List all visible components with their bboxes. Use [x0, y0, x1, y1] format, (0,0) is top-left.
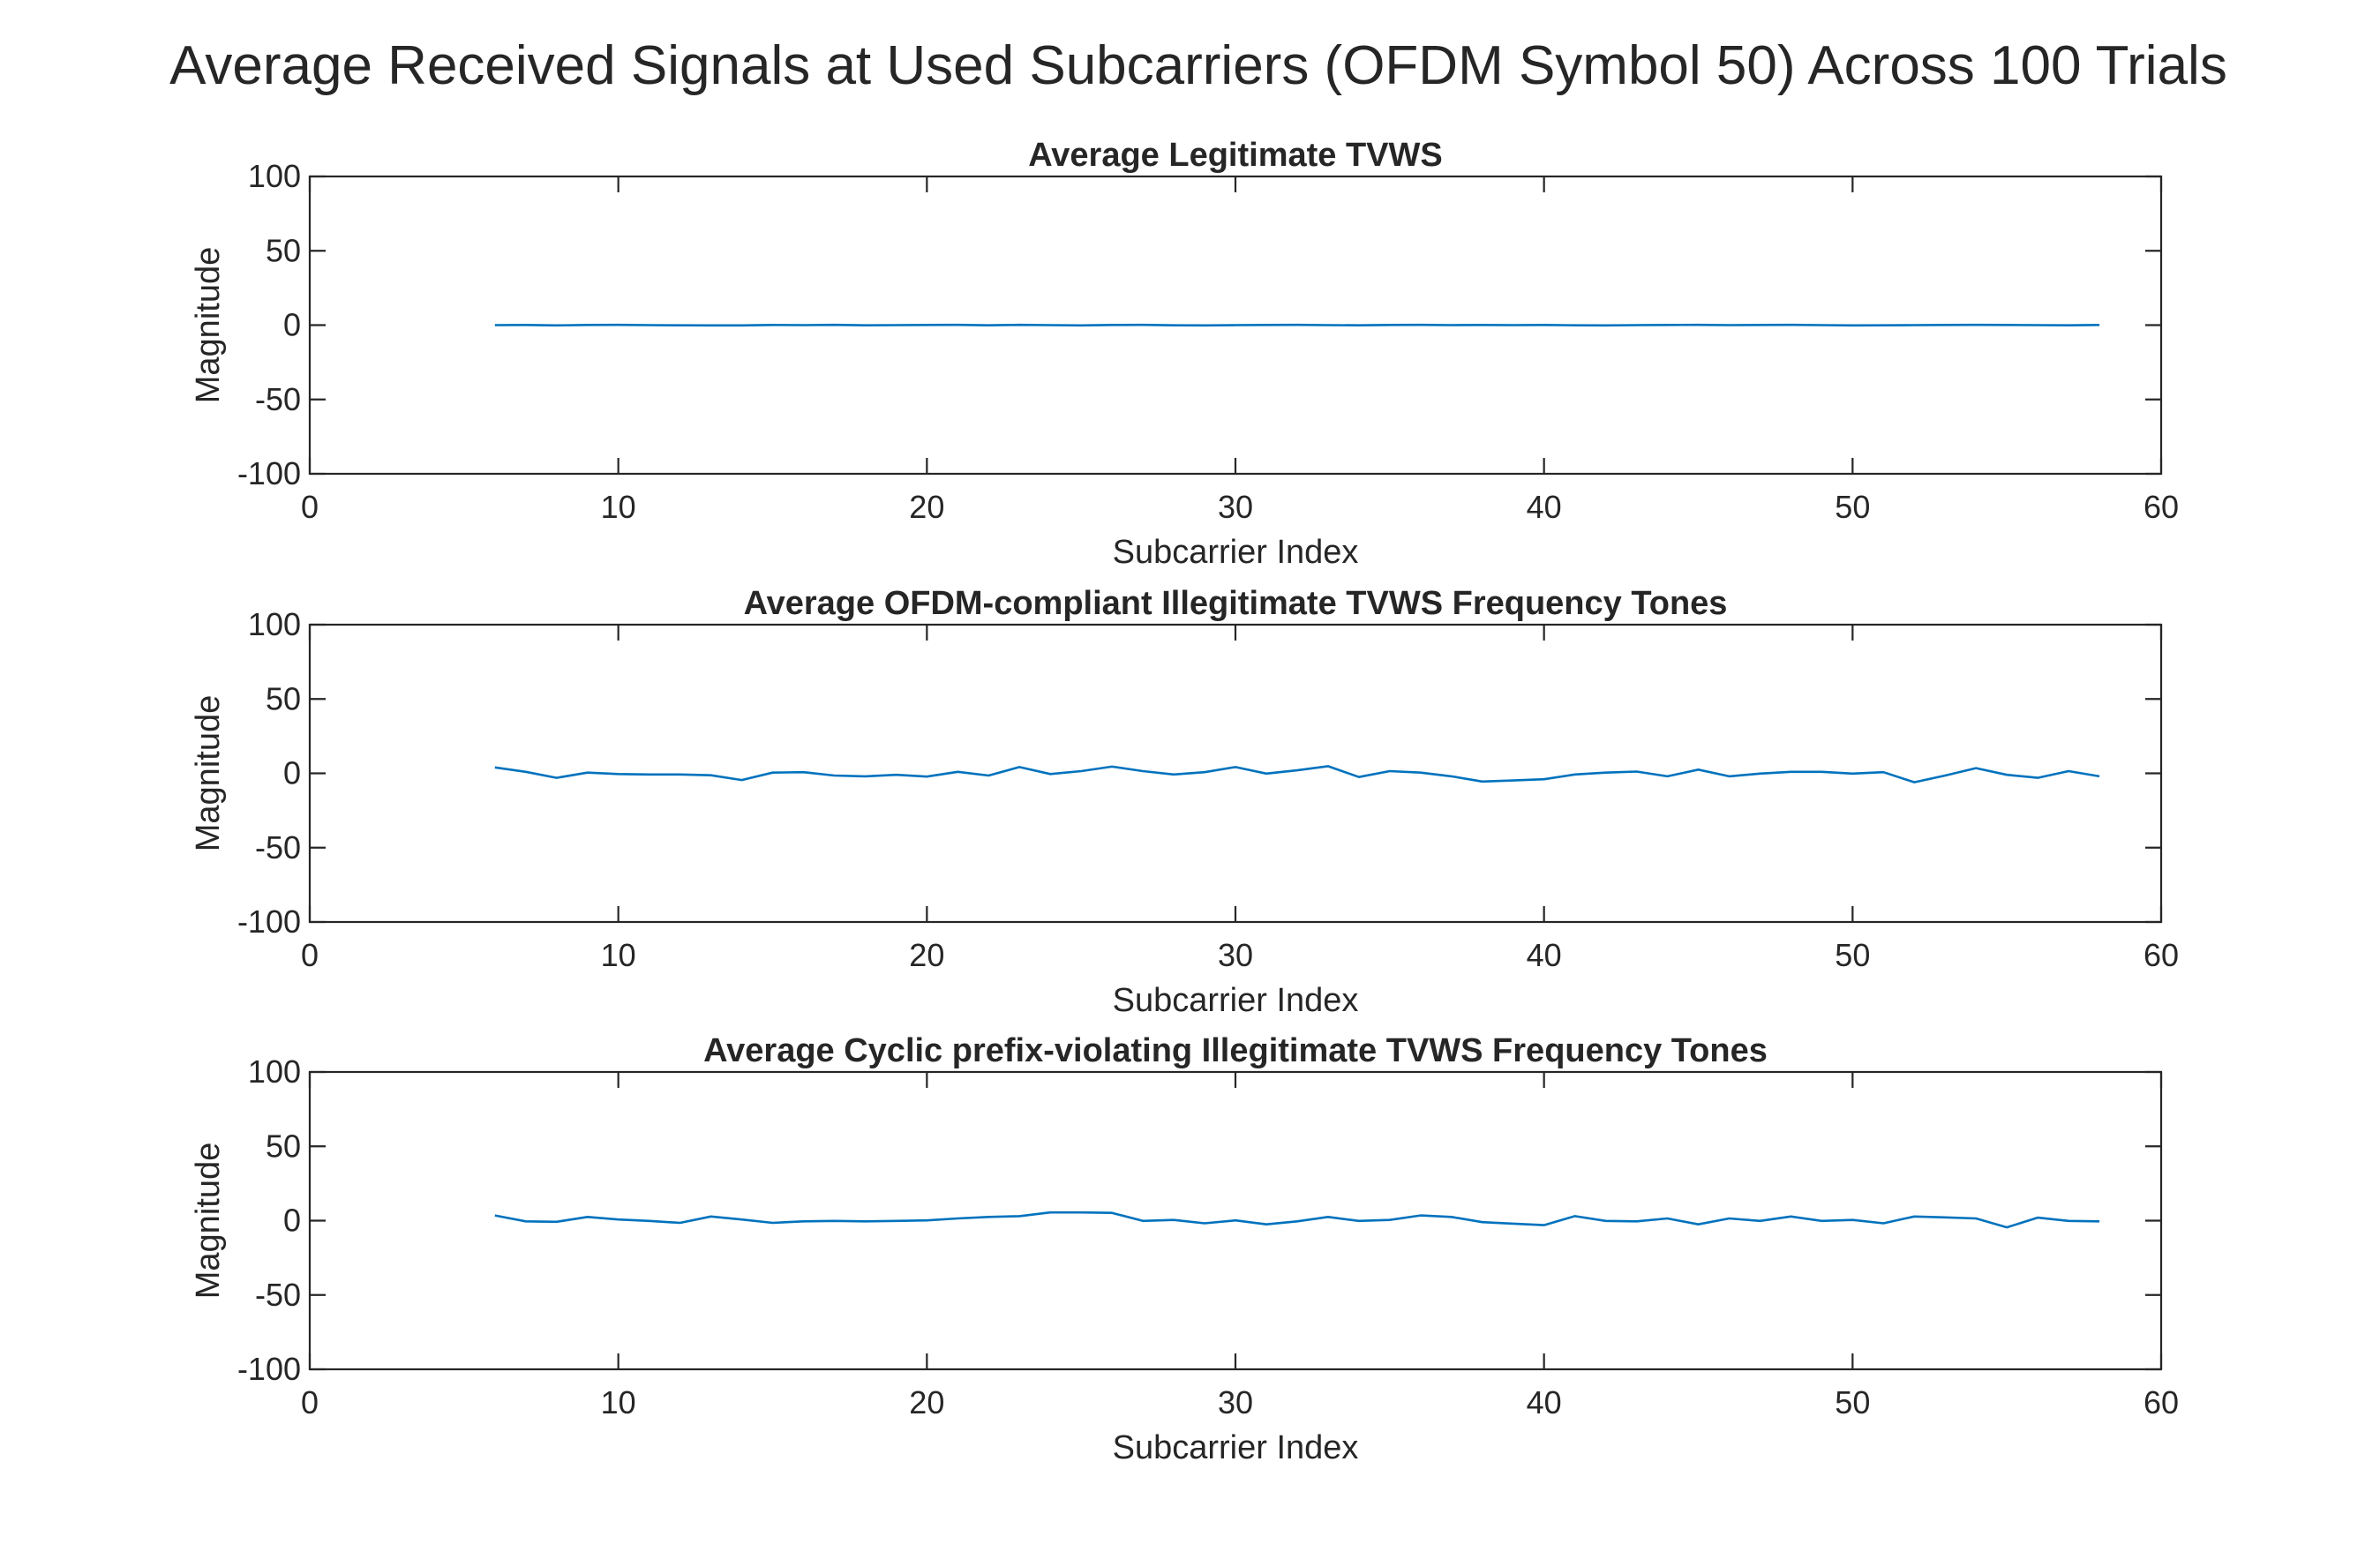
x-axis-label: Subcarrier Index [1113, 534, 1359, 571]
y-tick-label: 100 [248, 158, 301, 194]
subplot-3: Average Cyclic prefix-violating Illegiti… [190, 1032, 2179, 1466]
y-axis-label: Magnitude [190, 1143, 227, 1299]
y-tick-label: 0 [283, 755, 301, 791]
x-tick-label: 60 [2144, 937, 2179, 973]
x-tick-label: 40 [1527, 1384, 1562, 1420]
axes-ticks: 0 10 20 30 40 50 60 -100 -50 0 50 100 [237, 606, 2179, 973]
x-tick-label: 50 [1835, 489, 1870, 525]
x-tick-label: 0 [301, 489, 319, 525]
x-tick-label: 40 [1527, 489, 1562, 525]
y-tick-label: -100 [237, 455, 301, 491]
y-tick-label: -50 [255, 381, 301, 417]
y-tick-label: -50 [255, 1277, 301, 1313]
y-tick-label: 100 [248, 606, 301, 642]
y-tick-label: 0 [283, 1203, 301, 1239]
y-tick-label: 0 [283, 307, 301, 343]
x-tick-label: 0 [301, 937, 319, 973]
axes-title: Average Cyclic prefix-violating Illegiti… [703, 1032, 1768, 1069]
axes-title: Average OFDM-compliant Illegitimate TVWS… [744, 585, 1728, 622]
x-tick-label: 10 [601, 1384, 636, 1420]
series-line [494, 1210, 2100, 1229]
x-tick-label: 50 [1835, 937, 1870, 973]
x-tick-label: 30 [1218, 489, 1253, 525]
x-tick-label: 10 [601, 937, 636, 973]
y-tick-label: -100 [237, 903, 301, 940]
x-tick-label: 50 [1835, 1384, 1870, 1420]
x-tick-label: 10 [601, 489, 636, 525]
axes-ticks: 0 10 20 30 40 50 60 -100 -50 0 50 100 [237, 158, 2179, 525]
x-tick-label: 40 [1527, 937, 1562, 973]
y-tick-label: 50 [266, 1128, 301, 1164]
y-axis-label: Magnitude [190, 695, 227, 851]
x-tick-label: 20 [909, 489, 944, 525]
series-line [494, 323, 2100, 327]
x-tick-label: 30 [1218, 937, 1253, 973]
y-tick-label: -50 [255, 829, 301, 866]
x-tick-label: 20 [909, 937, 944, 973]
x-axis-label: Subcarrier Index [1113, 982, 1359, 1019]
x-tick-label: 30 [1218, 1384, 1253, 1420]
x-tick-label: 60 [2144, 1384, 2179, 1420]
figure-title: Average Received Signals at Used Subcarr… [169, 35, 2227, 96]
subplot-2: Average OFDM-compliant Illegitimate TVWS… [190, 585, 2179, 1019]
y-axis-label: Magnitude [190, 247, 227, 403]
axes-title: Average Legitimate TVWS [1028, 137, 1443, 174]
series-line [494, 765, 2100, 783]
axes-ticks: 0 10 20 30 40 50 60 -100 -50 0 50 100 [237, 1053, 2179, 1420]
y-tick-label: 100 [248, 1053, 301, 1090]
x-tick-label: 0 [301, 1384, 319, 1420]
y-tick-label: 50 [266, 232, 301, 268]
subplot-1: Average Legitimate TVWS 0 10 20 30 40 50 60 -10… [190, 137, 2179, 571]
x-tick-label: 20 [909, 1384, 944, 1420]
y-tick-label: -100 [237, 1351, 301, 1387]
x-axis-label: Subcarrier Index [1113, 1429, 1359, 1466]
x-tick-label: 60 [2144, 489, 2179, 525]
y-tick-label: 50 [266, 680, 301, 716]
